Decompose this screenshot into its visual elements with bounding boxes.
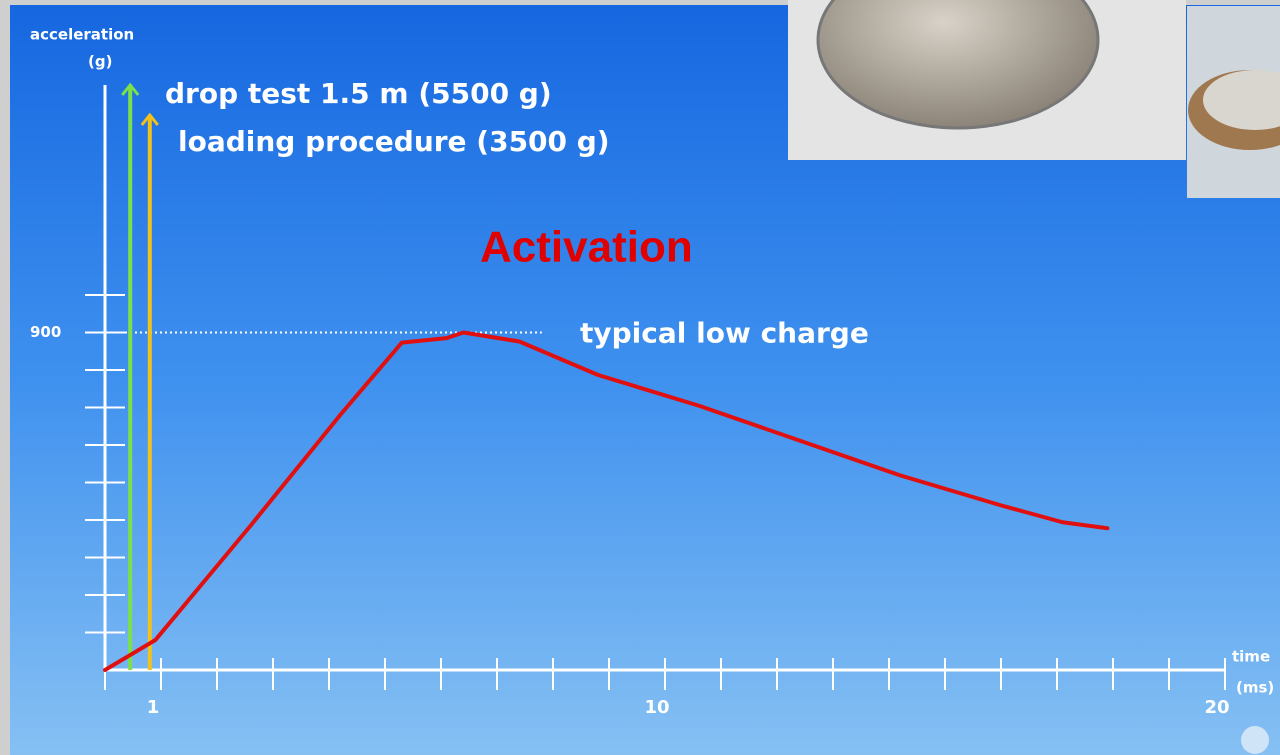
x-tick-label: 1 bbox=[147, 697, 160, 718]
slide: acceleration (g) time (ms) Activation 90… bbox=[0, 0, 1280, 755]
marker-label: loading procedure (3500 g) bbox=[178, 125, 610, 158]
marker-label: drop test 1.5 m (5500 g) bbox=[165, 77, 552, 110]
y-tick-label: 900 bbox=[30, 323, 61, 341]
x-tick-label: 20 bbox=[1204, 697, 1229, 718]
x-axis-label: time bbox=[1232, 648, 1270, 666]
photo-cell bbox=[1187, 6, 1280, 198]
info-icon bbox=[1241, 726, 1269, 754]
series-label: typical low charge bbox=[580, 317, 869, 350]
y-axis-label: acceleration bbox=[30, 26, 134, 44]
x-axis-unit: (ms) bbox=[1236, 679, 1274, 697]
x-tick-label: 10 bbox=[644, 697, 669, 718]
photo-coin bbox=[788, 0, 1186, 160]
y-axis-unit: (g) bbox=[88, 53, 112, 71]
chart-title: Activation bbox=[480, 223, 693, 272]
